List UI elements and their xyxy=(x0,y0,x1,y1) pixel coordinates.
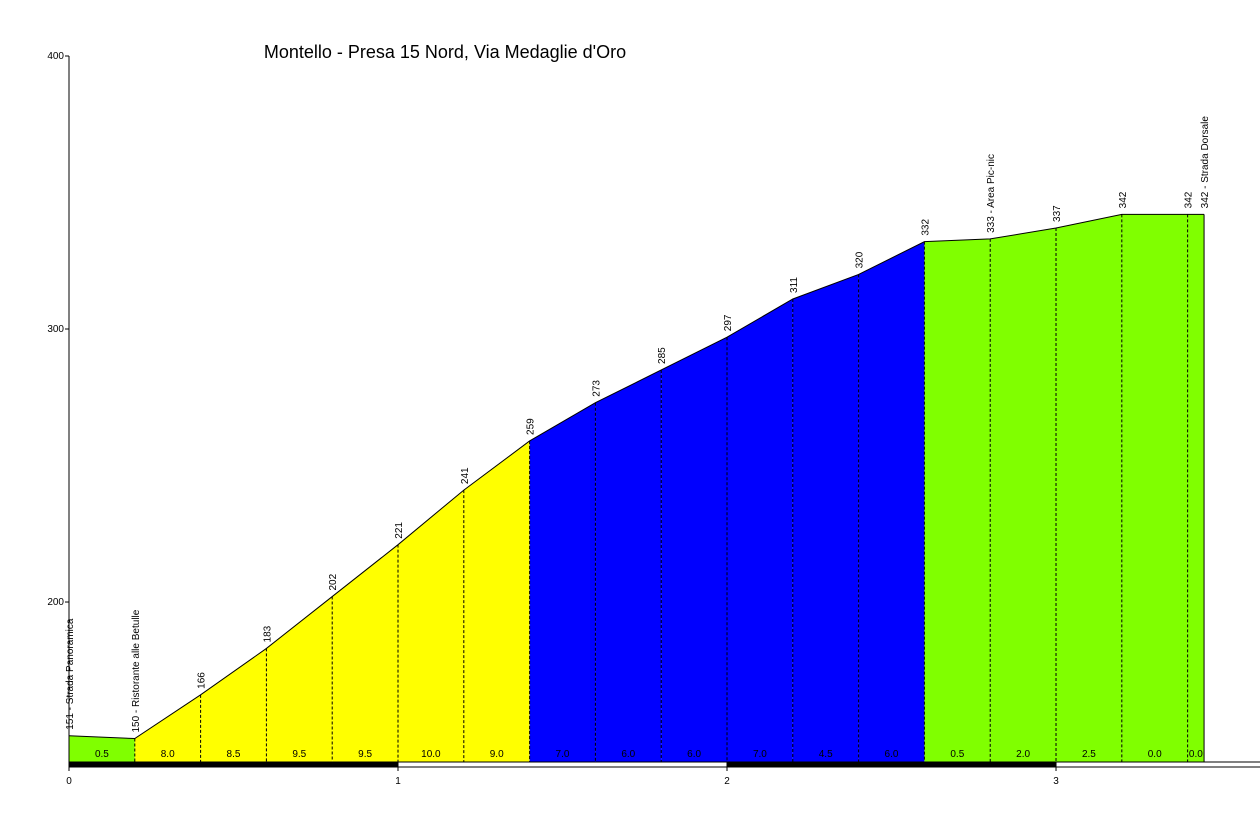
segment xyxy=(134,694,201,762)
segment xyxy=(529,402,596,762)
grade-label: 6.0 xyxy=(621,749,635,760)
grade-label: 6.0 xyxy=(687,749,701,760)
point-label: 151 - Strada Panoramica xyxy=(65,618,76,730)
segment xyxy=(1187,214,1205,762)
segment xyxy=(463,440,530,762)
point-label: 320 xyxy=(855,251,866,268)
segment xyxy=(595,369,662,762)
grade-label: 10.0 xyxy=(421,749,441,760)
y-tick-label: 400 xyxy=(47,51,64,62)
segment xyxy=(858,241,925,763)
x-tick-label: 2 xyxy=(724,776,730,787)
segment xyxy=(1121,214,1188,762)
y-tick-label: 300 xyxy=(47,324,64,335)
km-bar xyxy=(727,762,1057,767)
x-tick-label: 1 xyxy=(395,776,401,787)
point-label: 285 xyxy=(657,347,668,364)
x-tick-label: 3 xyxy=(1053,776,1059,787)
grade-label: 9.5 xyxy=(292,749,306,760)
grade-label: 2.5 xyxy=(1082,749,1096,760)
grade-label: 0.5 xyxy=(95,749,109,760)
grade-label: 4.5 xyxy=(819,749,833,760)
km-bar xyxy=(69,762,399,767)
grade-label: 8.5 xyxy=(227,749,241,760)
point-label: 273 xyxy=(591,380,602,397)
point-label: 342 xyxy=(1184,191,1195,208)
point-label: 337 xyxy=(1052,205,1063,222)
profile-line xyxy=(68,213,1205,740)
point-label: 202 xyxy=(328,573,339,590)
grade-label: 0.0 xyxy=(1189,749,1203,760)
grade-label: 9.0 xyxy=(490,749,504,760)
point-label: 166 xyxy=(197,672,208,689)
point-label: 221 xyxy=(394,522,405,539)
segment xyxy=(200,648,267,762)
point-label: 259 xyxy=(526,418,537,435)
x-tick-label: 0 xyxy=(66,776,72,787)
point-label: 183 xyxy=(262,625,273,642)
grade-label: 0.5 xyxy=(950,749,964,760)
grade-label: 7.0 xyxy=(753,749,767,760)
segment xyxy=(398,490,464,762)
grade-label: 8.0 xyxy=(161,749,175,760)
segment xyxy=(924,238,991,762)
segment xyxy=(332,544,399,762)
point-label: 333 - Area Pic-nic xyxy=(986,154,997,233)
point-label: 332 xyxy=(920,219,931,236)
point-label: 297 xyxy=(723,314,734,331)
segment xyxy=(1056,214,1122,762)
grade-label: 6.0 xyxy=(885,749,899,760)
segment xyxy=(727,298,793,762)
point-label: 241 xyxy=(460,467,471,484)
segment xyxy=(266,596,333,762)
segment xyxy=(661,337,728,762)
point-label: 342 - Strada Dorsale xyxy=(1200,116,1211,209)
point-label: 311 xyxy=(789,277,800,293)
y-tick-label: 200 xyxy=(47,597,64,608)
segment xyxy=(990,227,1057,762)
point-label: 342 xyxy=(1118,191,1129,208)
grade-label: 0.0 xyxy=(1148,749,1162,760)
chart-title: Montello - Presa 15 Nord, Via Medaglie d… xyxy=(264,42,626,62)
segment xyxy=(792,274,859,762)
grade-label: 2.0 xyxy=(1016,749,1030,760)
point-label: 150 - Ristorante alle Betulle xyxy=(131,609,142,732)
segment xyxy=(69,735,135,762)
grade-label: 7.0 xyxy=(556,749,570,760)
grade-label: 9.5 xyxy=(358,749,372,760)
